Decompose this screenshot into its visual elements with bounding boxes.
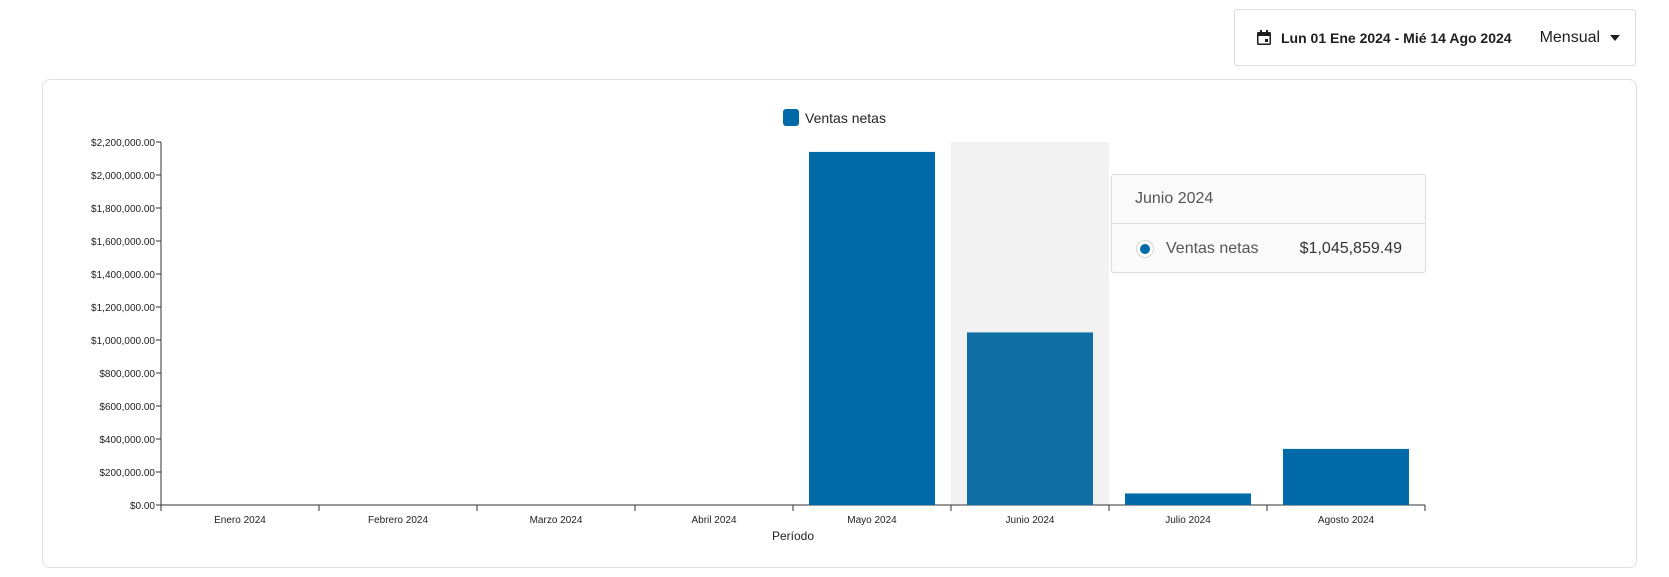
y-tick-label: $1,200,000.00 — [91, 303, 155, 314]
y-tick-label: $2,000,000.00 — [91, 171, 155, 182]
x-axis-title: Período — [772, 529, 814, 543]
caret-down-icon — [1610, 34, 1621, 41]
y-tick-label: $1,800,000.00 — [91, 204, 155, 215]
calendar-icon — [1255, 29, 1273, 47]
chart-legend: Ventas netas — [783, 109, 886, 126]
x-tick-label: Abril 2024 — [691, 515, 736, 526]
y-tick-label: $0.00 — [130, 501, 155, 512]
y-tick-label: $1,600,000.00 — [91, 237, 155, 248]
x-tick-label: Junio 2024 — [1006, 515, 1055, 526]
y-tick-label: $200,000.00 — [99, 468, 155, 479]
date-range-picker[interactable]: Lun 01 Ene 2024 - Mié 14 Ago 2024 — [1255, 29, 1512, 47]
tooltip-value: $1,045,859.49 — [1299, 240, 1402, 257]
x-tick-label: Julio 2024 — [1165, 515, 1211, 526]
x-tick-label: Mayo 2024 — [847, 515, 897, 526]
x-tick-label: Agosto 2024 — [1318, 515, 1375, 526]
y-tick-label: $1,400,000.00 — [91, 270, 155, 281]
x-tick-label: Marzo 2024 — [530, 515, 583, 526]
tooltip-row: Ventas netas $1,045,859.49 — [1112, 224, 1425, 274]
net-sales-bar-chart: Ventas netas $0.00 $200,000.00 $400,000.00 $… — [91, 109, 1426, 543]
period-dropdown[interactable]: Mensual — [1539, 28, 1621, 47]
bar — [1125, 493, 1251, 505]
chart-card: Ventas netas $0.00 $200,000.00 $400,000.00 $… — [42, 79, 1637, 568]
series-dot-icon — [1140, 244, 1150, 254]
date-range-text: Lun 01 Ene 2024 - Mié 14 Ago 2024 — [1281, 29, 1512, 46]
bar — [809, 151, 935, 505]
period-label: Mensual — [1539, 28, 1601, 46]
date-filter-bar: Lun 01 Ene 2024 - Mié 14 Ago 2024 Mensua… — [1234, 9, 1636, 66]
chart-tooltip: Junio 2024 Ventas netas $1,045,859.49 — [1111, 174, 1426, 273]
tooltip-title: Junio 2024 — [1112, 175, 1425, 224]
legend-label[interactable]: Ventas netas — [805, 110, 886, 126]
y-tick-label: $600,000.00 — [99, 402, 155, 413]
tooltip-series-name: Ventas netas — [1166, 240, 1259, 257]
legend-swatch — [783, 109, 799, 126]
x-tick-label: Enero 2024 — [214, 515, 266, 526]
y-tick-label: $400,000.00 — [99, 435, 155, 446]
y-tick-label: $1,000,000.00 — [91, 336, 155, 347]
bar — [1283, 448, 1409, 505]
bar — [967, 332, 1093, 505]
y-tick-label: $2,200,000.00 — [91, 138, 155, 149]
y-tick-label: $800,000.00 — [99, 369, 155, 380]
x-tick-label: Febrero 2024 — [368, 515, 428, 526]
